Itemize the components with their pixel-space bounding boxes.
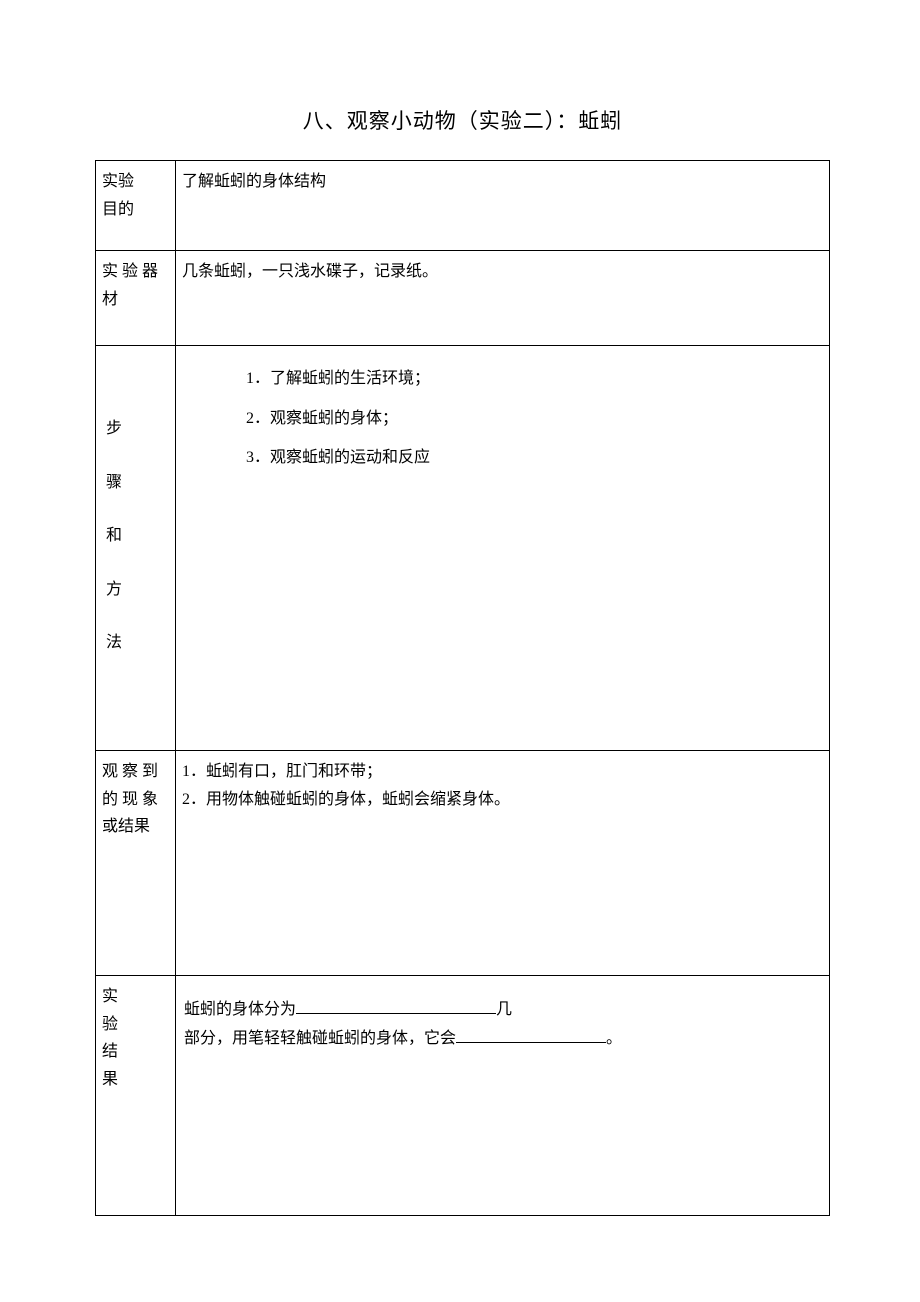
fill-blank[interactable] <box>296 1013 496 1014</box>
document-title: 八、观察小动物（实验二）：蚯蚓 <box>95 105 830 135</box>
table-row-equipment: 实 验 器 材 几条蚯蚓，一只浅水碟子，记录纸。 <box>96 251 830 346</box>
label-text: 结 <box>102 1039 169 1065</box>
content-text: 几条蚯蚓，一只浅水碟子，记录纸。 <box>182 263 438 280</box>
label-text: 的 现 象 <box>102 787 169 813</box>
table-row-result: 实 验 结 果 蚯蚓的身体分为 几 部分，用笔轻轻触碰蚯蚓的身体，它会 。 <box>96 976 830 1216</box>
step-item: 2．观察蚯蚓的身体； <box>246 406 823 432</box>
label-equipment: 实 验 器 材 <box>96 251 176 346</box>
label-text: 步 <box>102 416 169 442</box>
label-text: 实验 <box>102 169 169 195</box>
observation-line: 2．用物体触碰蚯蚓的身体，蚯蚓会缩紧身体。 <box>182 787 823 813</box>
step-item: 1．了解蚯蚓的生活环境； <box>246 366 823 392</box>
table-row-steps: 步 骤 和 方 法 1．了解蚯蚓的生活环境； 2．观察蚯蚓的身体； 3．观察蚯蚓… <box>96 346 830 751</box>
content-result: 蚯蚓的身体分为 几 部分，用笔轻轻触碰蚯蚓的身体，它会 。 <box>176 976 830 1216</box>
result-text: 蚯蚓的身体分为 <box>184 1001 296 1018</box>
table-row-purpose: 实验 目的 了解蚯蚓的身体结构 <box>96 161 830 251</box>
label-text: 实 <box>102 984 169 1010</box>
step-item: 3．观察蚯蚓的运动和反应 <box>246 445 823 471</box>
label-text: 材 <box>102 287 169 313</box>
experiment-table: 实验 目的 了解蚯蚓的身体结构 实 验 器 材 几条蚯蚓，一只浅水碟子，记录纸。 <box>95 160 830 1216</box>
label-text: 方 <box>102 577 169 603</box>
fill-blank[interactable] <box>456 1042 606 1043</box>
content-text: 了解蚯蚓的身体结构 <box>182 173 326 190</box>
label-observation: 观 察 到 的 现 象 或结果 <box>96 751 176 976</box>
content-purpose: 了解蚯蚓的身体结构 <box>176 161 830 251</box>
result-text: 。 <box>606 1030 622 1047</box>
result-text: 几 <box>496 1001 512 1018</box>
label-text: 观 察 到 <box>102 759 169 785</box>
observation-line: 1．蚯蚓有口，肛门和环带； <box>182 759 823 785</box>
label-text: 果 <box>102 1067 169 1093</box>
label-steps: 步 骤 和 方 法 <box>96 346 176 751</box>
content-equipment: 几条蚯蚓，一只浅水碟子，记录纸。 <box>176 251 830 346</box>
label-text: 实 验 器 <box>102 259 169 285</box>
label-text: 验 <box>102 1012 169 1038</box>
label-text: 骤 <box>102 470 169 496</box>
result-text: 部分，用笔轻轻触碰蚯蚓的身体，它会 <box>184 1030 456 1047</box>
label-result: 实 验 结 果 <box>96 976 176 1216</box>
label-text: 法 <box>102 630 169 656</box>
content-observation: 1．蚯蚓有口，肛门和环带； 2．用物体触碰蚯蚓的身体，蚯蚓会缩紧身体。 <box>176 751 830 976</box>
label-text: 和 <box>102 523 169 549</box>
table-row-observation: 观 察 到 的 现 象 或结果 1．蚯蚓有口，肛门和环带； 2．用物体触碰蚯蚓的… <box>96 751 830 976</box>
label-purpose: 实验 目的 <box>96 161 176 251</box>
label-text: 目的 <box>102 197 169 223</box>
label-text: 或结果 <box>102 814 169 840</box>
content-steps: 1．了解蚯蚓的生活环境； 2．观察蚯蚓的身体； 3．观察蚯蚓的运动和反应 <box>176 346 830 751</box>
